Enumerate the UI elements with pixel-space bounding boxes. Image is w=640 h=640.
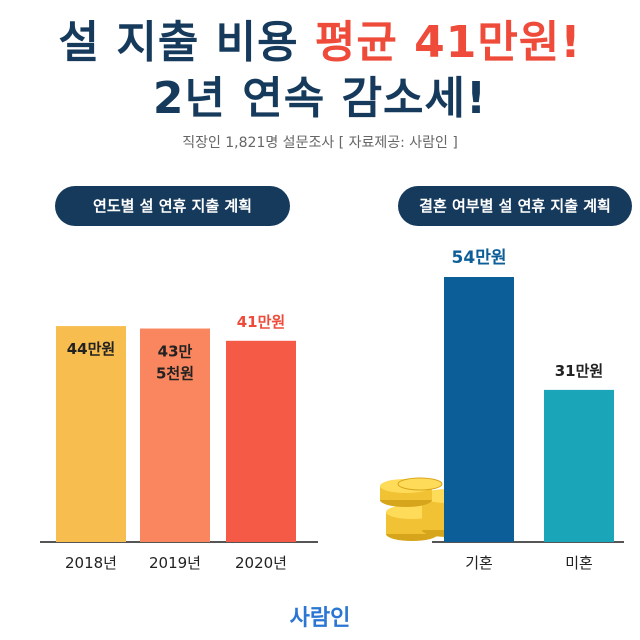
data-label-기혼: 54만원 xyxy=(452,248,507,268)
data-label-2019년: 5천원 xyxy=(156,365,194,383)
category-label-기혼: 기혼 xyxy=(465,554,493,572)
chart-title-by-marital-status: 결혼 여부별 설 연휴 지출 계획 xyxy=(398,186,632,226)
bar-기혼 xyxy=(444,277,514,542)
category-label-2020년: 2020년 xyxy=(235,554,287,572)
headline-line-1: 설 지출 비용 평균 41만원! xyxy=(0,6,640,70)
bar-2020년 xyxy=(226,340,296,542)
data-label-2018년: 44만원 xyxy=(67,340,115,358)
headline-prefix: 설 지출 비용 xyxy=(58,17,315,68)
category-label-2019년: 2019년 xyxy=(149,554,201,572)
data-label-미혼: 31만원 xyxy=(555,362,603,380)
headline-highlight: 평균 41만원! xyxy=(314,17,582,68)
data-label-2020년: 41만원 xyxy=(237,313,285,331)
category-label-미혼: 미혼 xyxy=(565,554,593,572)
headline-line-2: 2년 연속 감소세! xyxy=(152,73,488,124)
bar-2019년 xyxy=(140,328,210,542)
bar-미혼 xyxy=(544,389,614,542)
saramin-logo: 사람인 xyxy=(289,606,351,631)
data-label-2019년: 43만 xyxy=(158,343,193,361)
chart-title-by-year: 연도별 설 연휴 지출 계획 xyxy=(55,186,290,226)
bar-2018년 xyxy=(56,326,126,542)
category-label-2018년: 2018년 xyxy=(65,554,117,572)
survey-subtitle: 직장인 1,821명 설문조사 [ 자료제공: 사람인 ] xyxy=(182,135,458,151)
